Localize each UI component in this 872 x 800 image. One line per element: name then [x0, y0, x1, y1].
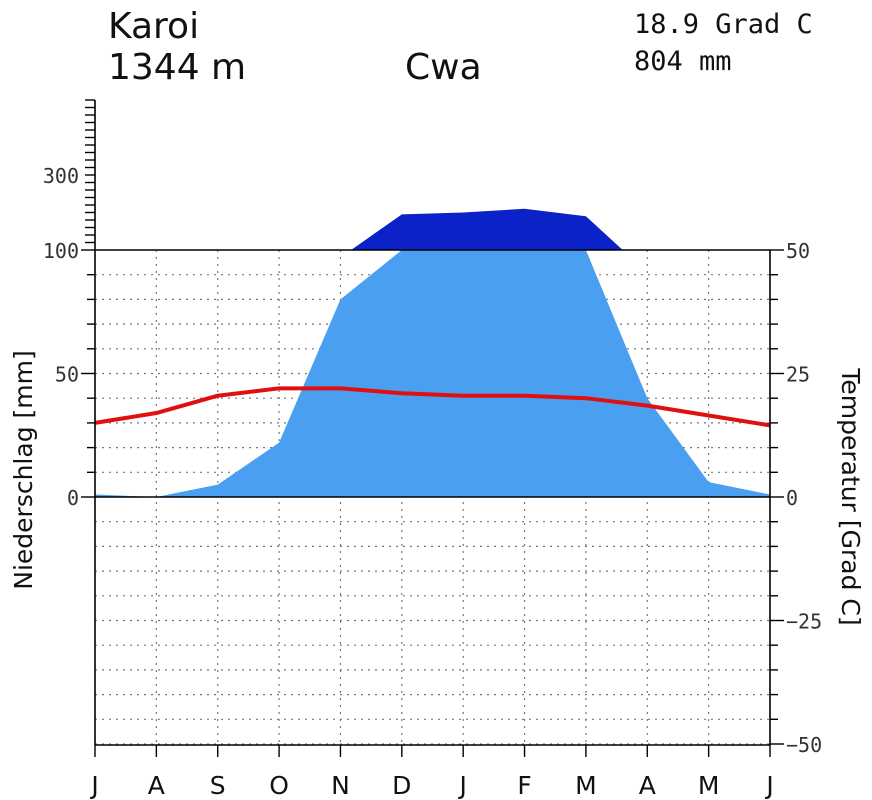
month-label: J — [764, 771, 773, 800]
left-tick-label: 100 — [43, 239, 79, 263]
month-label: O — [269, 771, 289, 800]
month-label: D — [392, 771, 411, 800]
axes — [81, 99, 784, 757]
right-tick-label: 50 — [786, 239, 810, 263]
right-tick-label: 25 — [786, 363, 810, 387]
right-tick-label: −25 — [786, 610, 822, 634]
precipitation-axis-title: Niederschlag [mm] — [9, 350, 38, 589]
month-label: J — [457, 771, 466, 800]
precipitation-fill — [95, 250, 770, 497]
temperature-series — [94, 386, 771, 428]
station-elevation: 1344 m — [108, 47, 246, 88]
month-label: M — [575, 771, 597, 800]
month-label: M — [698, 771, 720, 800]
tick-labels: 0 50 100 300 50 25 0 −25 −50 J A S O N D J F M A M J — [43, 164, 822, 800]
month-label: A — [148, 771, 165, 800]
left-tick-label: 50 — [55, 363, 79, 387]
month-label: F — [517, 771, 531, 800]
month-label: A — [639, 771, 656, 800]
right-tick-label: 0 — [786, 486, 798, 510]
station-name: Karoi — [108, 6, 199, 47]
temperature-line — [94, 386, 771, 428]
annual-temperature: 18.9 Grad C — [634, 9, 813, 40]
right-tick-label: −50 — [786, 733, 822, 757]
left-tick-label: 300 — [43, 164, 79, 188]
month-label: S — [210, 771, 226, 800]
month-label: J — [89, 771, 98, 800]
climate-class: Cwa — [405, 47, 482, 88]
precipitation-area — [95, 208, 770, 497]
precipitation-excess — [351, 208, 623, 250]
left-tick-label: 0 — [67, 486, 79, 510]
annual-precipitation: 804 mm — [634, 46, 732, 77]
month-label: N — [331, 771, 350, 800]
temperature-axis-title: Temperatur [Grad C] — [836, 367, 865, 625]
